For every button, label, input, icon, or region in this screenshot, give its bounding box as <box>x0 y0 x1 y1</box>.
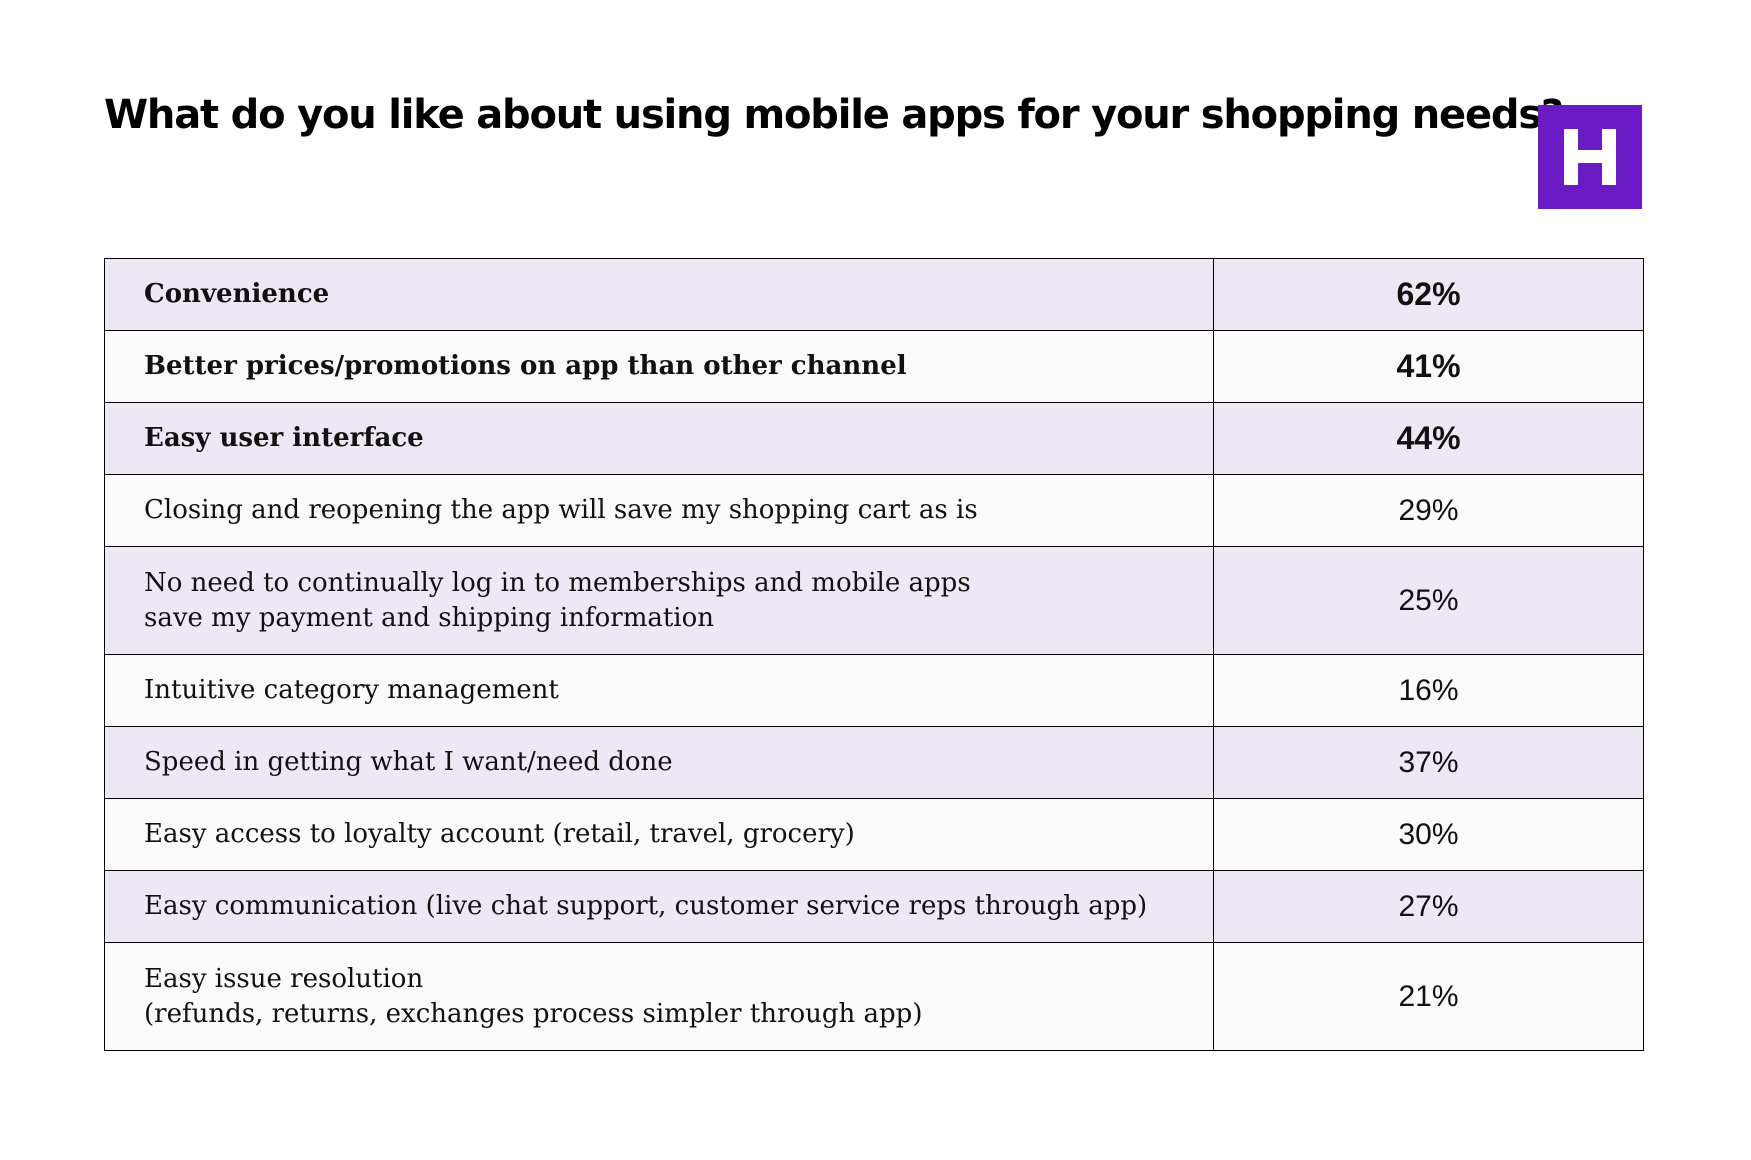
brand-h-icon <box>1564 129 1616 185</box>
table-row: Easy issue resolution (refunds, returns,… <box>104 942 1644 1051</box>
row-label: Easy issue resolution (refunds, returns,… <box>104 942 1214 1051</box>
row-value: 44% <box>1213 402 1644 475</box>
row-label: Better prices/promotions on app than oth… <box>104 330 1214 403</box>
row-value: 37% <box>1213 726 1644 799</box>
chart-title: What do you like about using mobile apps… <box>104 92 1564 138</box>
row-label: Easy access to loyalty account (retail, … <box>104 798 1214 871</box>
row-value: 25% <box>1213 546 1644 655</box>
row-value: 41% <box>1213 330 1644 403</box>
results-table-body: Convenience 62% Better prices/promotions o… <box>104 258 1644 1051</box>
table-row: Convenience 62% <box>104 258 1644 331</box>
table-row: Speed in getting what I want/need done 37… <box>104 726 1644 799</box>
row-value: 30% <box>1213 798 1644 871</box>
row-label: Closing and reopening the app will save … <box>104 474 1214 547</box>
row-value: 21% <box>1213 942 1644 1051</box>
row-label: Intuitive category management <box>104 654 1214 727</box>
row-value: 27% <box>1213 870 1644 943</box>
table-row: Intuitive category management 16% <box>104 654 1644 727</box>
table-row: Closing and reopening the app will save … <box>104 474 1644 547</box>
row-label: Speed in getting what I want/need done <box>104 726 1214 799</box>
results-table: Convenience 62% Better prices/promotions o… <box>104 258 1644 1051</box>
row-value: 29% <box>1213 474 1644 547</box>
row-value: 62% <box>1213 258 1644 331</box>
table-row: Easy communication (live chat support, c… <box>104 870 1644 943</box>
table-row: No need to continually log in to members… <box>104 546 1644 655</box>
table-row: Easy access to loyalty account (retail, … <box>104 798 1644 871</box>
row-label: Easy user interface <box>104 402 1214 475</box>
table-row: Easy user interface 44% <box>104 402 1644 475</box>
table-row: Better prices/promotions on app than oth… <box>104 330 1644 403</box>
brand-h-logo <box>1538 105 1642 209</box>
row-label: Easy communication (live chat support, c… <box>104 870 1214 943</box>
row-label: Convenience <box>104 258 1214 331</box>
row-value: 16% <box>1213 654 1644 727</box>
row-label: No need to continually log in to members… <box>104 546 1214 655</box>
